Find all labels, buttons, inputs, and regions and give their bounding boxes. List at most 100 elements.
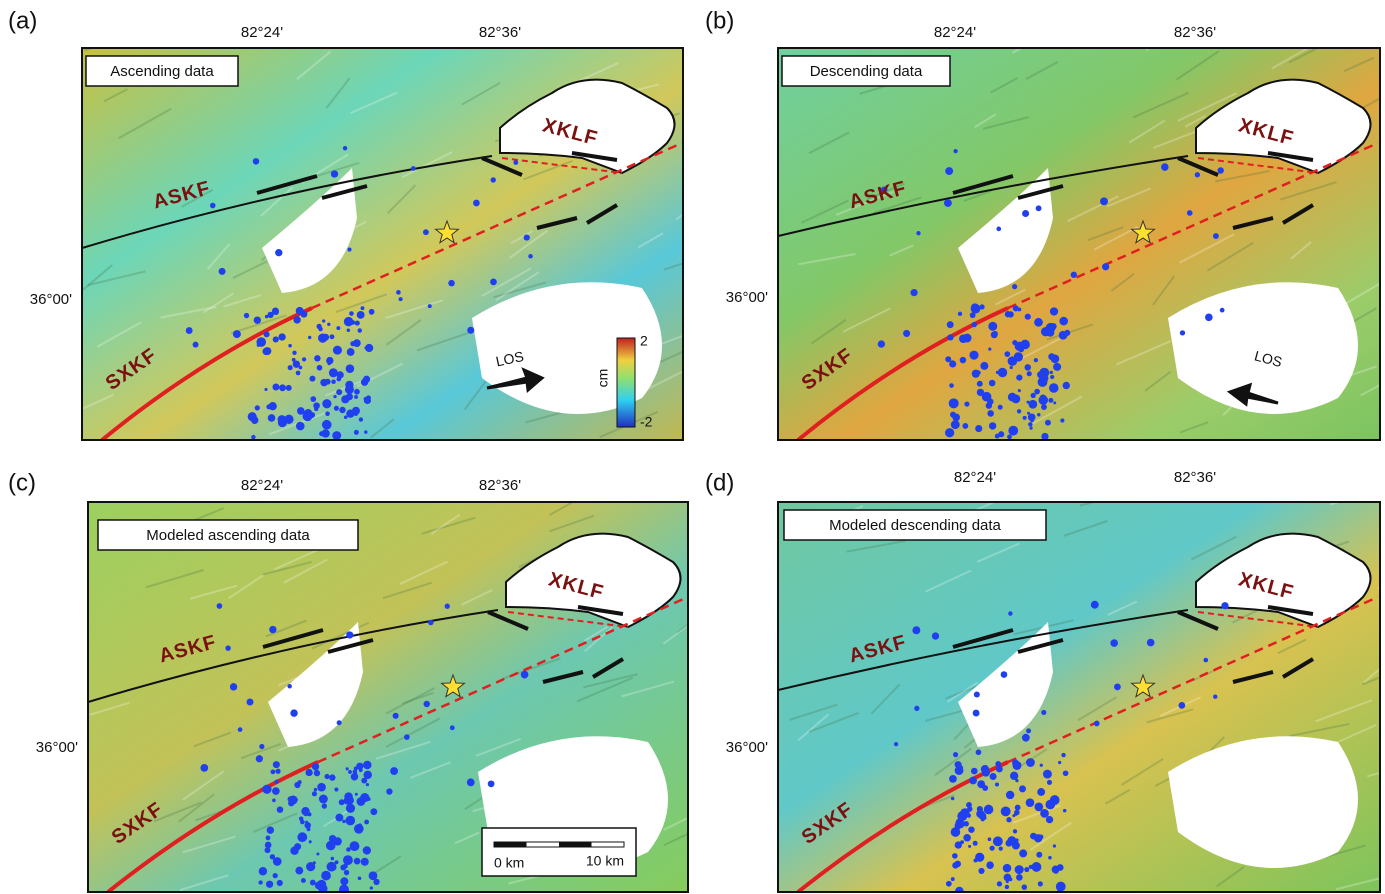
earthquake [988, 322, 997, 331]
earthquake [363, 761, 371, 769]
earthquake [321, 871, 331, 881]
earthquake [335, 814, 343, 822]
earthquake [1034, 318, 1043, 327]
earthquake [354, 773, 357, 776]
earthquake [301, 878, 306, 883]
earthquake [1030, 833, 1037, 840]
scale-end: 10 km [586, 853, 624, 869]
earthquake [322, 334, 329, 341]
earthquake [326, 357, 333, 364]
earthquake [225, 645, 230, 650]
earthquake [361, 858, 369, 866]
earthquake [1057, 883, 1063, 889]
earthquake [992, 331, 998, 337]
earthquake [370, 886, 373, 889]
earthquake [317, 783, 326, 792]
earthquake [1016, 874, 1023, 881]
earthquake [324, 774, 329, 779]
earthquake [359, 768, 363, 772]
earthquake [969, 777, 977, 785]
earthquake [343, 855, 353, 865]
earthquake [316, 852, 319, 855]
earthquake [1053, 401, 1056, 404]
earthquake [524, 234, 530, 240]
earthquake [333, 395, 336, 398]
earthquake [302, 357, 306, 361]
earthquake [990, 773, 997, 780]
colorbar-max: 2 [640, 333, 648, 349]
earthquake [354, 412, 358, 416]
earthquake [369, 309, 375, 315]
earthquake [269, 626, 276, 633]
earthquake [336, 326, 340, 330]
longitude-label: 82°36' [479, 24, 521, 41]
earthquake [1038, 881, 1043, 886]
earthquake [914, 706, 919, 711]
earthquake [273, 873, 278, 878]
panel-title: Modeled ascending data [146, 527, 310, 544]
earthquake [334, 406, 339, 411]
earthquake [309, 840, 312, 843]
earthquake [979, 812, 987, 820]
earthquake [1039, 395, 1048, 404]
earthquake [1004, 874, 1012, 882]
earthquake [193, 342, 199, 348]
earthquake [277, 806, 284, 813]
earthquake [972, 322, 977, 327]
panel-label: (d) [705, 469, 734, 496]
earthquake [1205, 314, 1213, 322]
earthquake [296, 371, 301, 376]
earthquake [1147, 639, 1155, 647]
earthquake [490, 279, 497, 286]
earthquake [947, 321, 954, 328]
earthquake [1026, 798, 1035, 807]
earthquake [344, 415, 348, 419]
earthquake [244, 313, 249, 318]
earthquake [1017, 307, 1021, 311]
earthquake [1028, 400, 1037, 409]
earthquake [1041, 404, 1047, 410]
earthquake [293, 316, 300, 323]
earthquake [423, 229, 429, 235]
earthquake [315, 882, 323, 890]
earthquake [233, 330, 241, 338]
earthquake [968, 826, 974, 832]
earthquake [949, 398, 959, 408]
earthquake [300, 311, 307, 318]
earthquake [1024, 364, 1030, 370]
panel-title: Descending data [810, 63, 923, 80]
panel-title: Ascending data [110, 63, 214, 80]
earthquake [286, 385, 292, 391]
earthquake [307, 827, 311, 831]
earthquake [988, 837, 992, 841]
scale-segment [494, 842, 527, 847]
earthquake [390, 767, 398, 775]
earthquake [989, 380, 996, 387]
earthquake [328, 846, 331, 849]
earthquake [336, 389, 342, 395]
earthquake [989, 422, 996, 429]
earthquake [955, 841, 962, 848]
latitude-label: 36°00' [36, 739, 78, 756]
earthquake [1005, 311, 1011, 317]
earthquake [264, 331, 270, 337]
earthquake [322, 399, 331, 408]
earthquake [314, 788, 318, 792]
earthquake [521, 671, 529, 679]
figure: (a)82°24'82°36'36°00'ASKFXKLFSXKFAscendi… [0, 0, 1385, 894]
earthquake [297, 832, 307, 842]
earthquake [954, 861, 961, 868]
earthquake [346, 410, 354, 418]
earthquake [1007, 434, 1012, 439]
earthquake [344, 870, 349, 875]
earthquake [296, 422, 305, 431]
earthquake [357, 328, 361, 332]
earthquake [346, 767, 349, 770]
earthquake [346, 393, 353, 400]
earthquake [1063, 809, 1067, 813]
earthquake [268, 414, 276, 422]
earthquake [314, 407, 318, 411]
earthquake [990, 846, 995, 851]
earthquake [1015, 357, 1019, 361]
earthquake [1037, 788, 1045, 796]
